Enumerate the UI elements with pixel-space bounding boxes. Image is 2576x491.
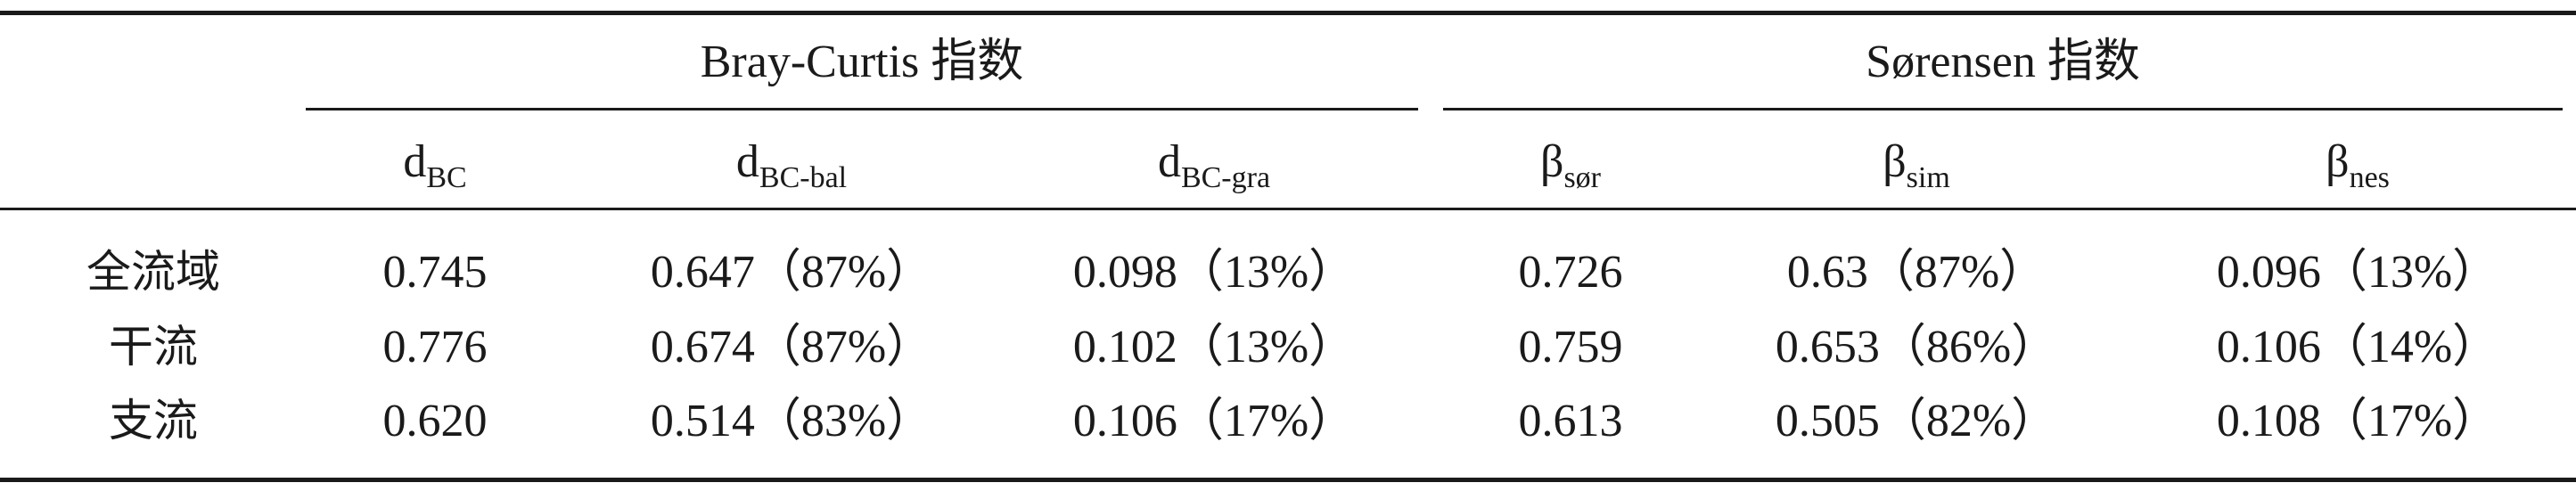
row-label: 干流 <box>109 321 198 372</box>
bray-curtis-underline <box>306 108 1418 110</box>
col-header-dbc-gra: dBC-gra <box>1157 136 1271 194</box>
col-header-beta-sor: βsør <box>1539 136 1602 194</box>
header-rule <box>0 208 2576 210</box>
row-label: 全流域 <box>86 246 220 298</box>
row-label: 支流 <box>109 395 198 446</box>
table-cell: 0.096（13%） <box>2216 247 2499 298</box>
col-header-beta-nes: βnes <box>2326 136 2390 194</box>
table-cell: 0.653（86%） <box>1775 322 2058 372</box>
table-cell: 0.098（13%） <box>1072 247 1356 298</box>
table-cell: 0.108（17%） <box>2216 396 2499 446</box>
bray-curtis-group-header: Bray-Curtis 指数 <box>700 37 1024 87</box>
table-cell: 0.620 <box>382 396 488 446</box>
table-cell: 0.613 <box>1518 396 1623 446</box>
col-header-beta-sim: βsim <box>1883 136 1950 194</box>
table-cell: 0.102（13%） <box>1072 322 1356 372</box>
table-cell: 0.514（83%） <box>650 396 933 446</box>
table-cell: 0.106（14%） <box>2216 322 2499 372</box>
sorensen-group-header: Sørensen 指数 <box>1866 37 2140 87</box>
table-cell: 0.106（17%） <box>1072 396 1356 446</box>
bottom-rule <box>0 478 2576 482</box>
table-cell: 0.647（87%） <box>650 247 933 298</box>
col-header-dbc: dBC <box>403 136 467 194</box>
table-cell: 0.745 <box>382 247 488 298</box>
table-cell: 0.776 <box>382 322 488 372</box>
table-cell: 0.674（87%） <box>650 322 933 372</box>
top-rule <box>0 11 2576 15</box>
table-cell: 0.726 <box>1518 247 1623 298</box>
table-cell: 0.759 <box>1518 322 1623 372</box>
table-cell: 0.63（87%） <box>1786 247 2047 298</box>
col-header-dbc-bal: dBC-bal <box>735 136 848 194</box>
table-cell: 0.505（82%） <box>1775 396 2058 446</box>
sorensen-underline <box>1443 108 2563 110</box>
